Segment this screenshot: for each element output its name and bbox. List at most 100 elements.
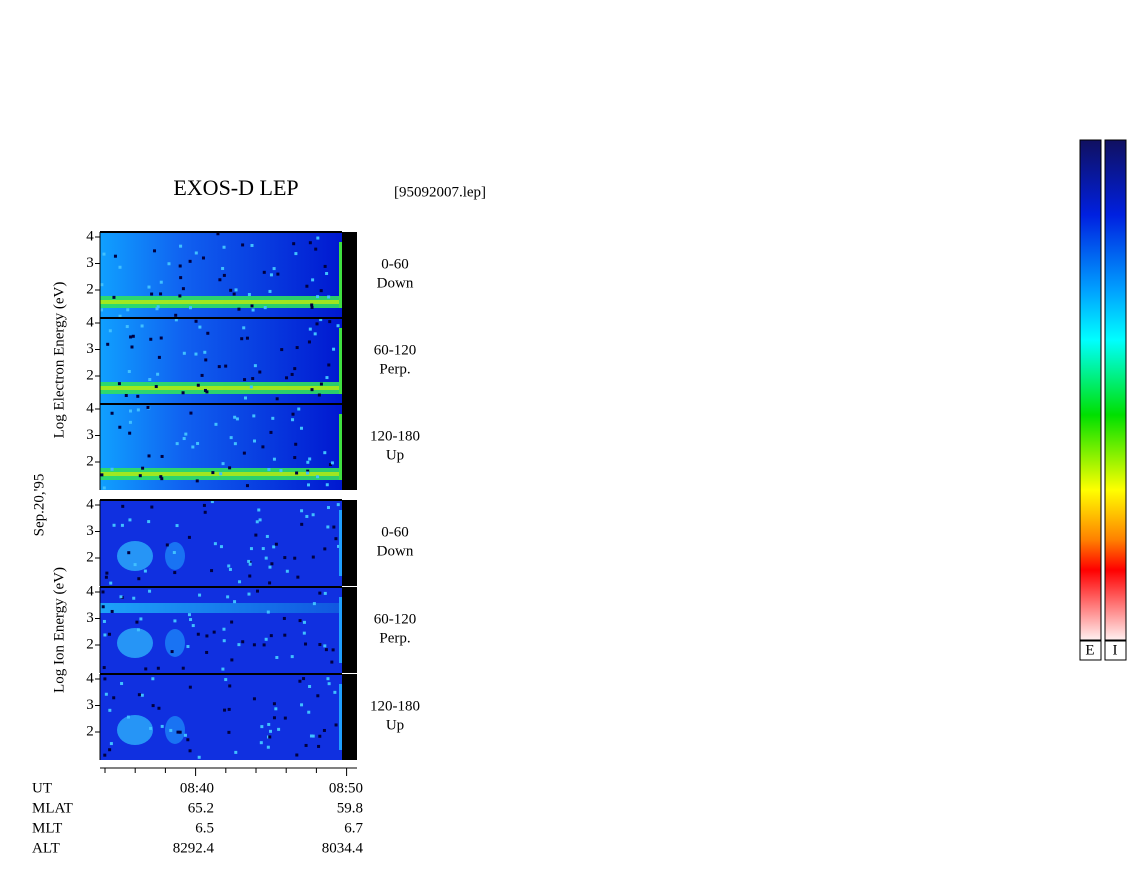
noise-dot bbox=[296, 575, 300, 579]
noise-dot bbox=[319, 289, 323, 293]
noise-dot bbox=[160, 477, 164, 481]
noise-dot bbox=[137, 577, 141, 581]
noise-dot bbox=[267, 468, 271, 472]
noise-dot bbox=[195, 479, 199, 483]
noise-dot bbox=[294, 442, 298, 446]
noise-dot bbox=[218, 278, 222, 282]
pitch-direction: Perp. bbox=[379, 361, 410, 377]
noise-dot bbox=[317, 744, 321, 748]
noise-dot bbox=[202, 503, 206, 507]
noise-dot bbox=[201, 256, 205, 260]
noise-dot bbox=[211, 471, 215, 475]
pitch-range: 0-60 bbox=[381, 256, 409, 272]
noise-dot bbox=[221, 667, 225, 671]
noise-dot bbox=[325, 483, 329, 487]
noise-dot bbox=[322, 728, 326, 732]
noise-dot bbox=[150, 292, 154, 296]
noise-dot bbox=[234, 750, 238, 754]
y-tick-label: 2 bbox=[86, 723, 94, 739]
noise-dot bbox=[310, 303, 314, 307]
fill-strip bbox=[342, 232, 357, 318]
noise-dot bbox=[249, 547, 253, 551]
y-tick-label: 3 bbox=[86, 427, 94, 443]
noise-dot bbox=[332, 525, 336, 529]
noise-dot bbox=[178, 294, 182, 298]
noise-dot bbox=[266, 745, 270, 749]
noise-dot bbox=[139, 617, 143, 621]
noise-dot bbox=[247, 592, 251, 596]
noise-dot bbox=[326, 677, 330, 681]
noise-dot bbox=[191, 445, 195, 449]
noise-dot bbox=[300, 703, 304, 707]
noise-dot bbox=[228, 684, 232, 688]
noise-dot bbox=[311, 513, 315, 517]
fill-strip bbox=[342, 404, 357, 490]
noise-dot bbox=[308, 241, 312, 245]
noise-dot bbox=[128, 518, 132, 522]
noise-dot bbox=[256, 589, 260, 593]
y-tick-label: 3 bbox=[86, 697, 94, 713]
noise-dot bbox=[264, 556, 268, 560]
noise-dot bbox=[126, 715, 130, 719]
noise-dot bbox=[327, 295, 331, 299]
noise-dot bbox=[316, 295, 320, 299]
color-bar-box bbox=[1079, 640, 1102, 661]
noise-dot bbox=[302, 631, 306, 635]
noise-dot bbox=[112, 523, 116, 527]
noise-dot bbox=[283, 633, 287, 637]
noise-dot bbox=[298, 679, 302, 683]
noise-dot bbox=[228, 466, 232, 470]
footer-label: MLAT bbox=[32, 800, 73, 816]
noise-dot bbox=[230, 658, 234, 662]
footer-value: 08:50 bbox=[329, 780, 363, 796]
edge-strip bbox=[339, 414, 342, 480]
noise-dot bbox=[245, 336, 249, 340]
noise-dot bbox=[233, 600, 237, 604]
noise-dot bbox=[292, 242, 296, 246]
noise-dot bbox=[290, 655, 294, 659]
pitch-direction: Up bbox=[386, 717, 404, 733]
noise-dot bbox=[157, 355, 161, 359]
noise-dot bbox=[103, 753, 107, 757]
noise-dot bbox=[293, 367, 297, 371]
edge-strip bbox=[339, 597, 342, 663]
noise-dot bbox=[310, 388, 314, 392]
noise-dot bbox=[205, 650, 209, 654]
noise-dot bbox=[325, 272, 329, 276]
noise-dot bbox=[316, 694, 320, 698]
noise-dot bbox=[257, 508, 261, 512]
noise-dot bbox=[100, 473, 104, 477]
spectrogram-band bbox=[100, 603, 342, 613]
y-tick-label: 2 bbox=[86, 281, 94, 297]
noise-dot bbox=[154, 385, 158, 389]
noise-dot bbox=[227, 564, 231, 568]
noise-dot bbox=[149, 726, 153, 730]
noise-dot bbox=[310, 305, 314, 309]
noise-dot bbox=[323, 451, 327, 455]
noise-dot bbox=[200, 373, 204, 377]
noise-dot bbox=[290, 372, 294, 376]
noise-dot bbox=[184, 432, 188, 436]
noise-dot bbox=[315, 322, 319, 326]
noise-dot bbox=[175, 442, 179, 446]
noise-dot bbox=[318, 734, 322, 738]
y-tick-label: 4 bbox=[86, 400, 94, 416]
noise-dot bbox=[156, 305, 160, 309]
noise-dot bbox=[307, 710, 311, 714]
noise-dot bbox=[224, 678, 228, 682]
noise-dot bbox=[141, 466, 145, 470]
noise-dot bbox=[263, 306, 267, 310]
edge-strip bbox=[339, 684, 342, 750]
noise-dot bbox=[318, 591, 322, 595]
noise-dot bbox=[144, 667, 148, 671]
pitch-direction: Down bbox=[377, 275, 414, 291]
noise-dot bbox=[188, 306, 192, 310]
noise-dot bbox=[182, 437, 186, 441]
noise-dot bbox=[222, 245, 226, 249]
noise-dot bbox=[307, 340, 311, 344]
noise-dot bbox=[103, 677, 107, 681]
noise-dot bbox=[128, 420, 132, 424]
y-tick-label: 2 bbox=[86, 367, 94, 383]
footer-value: 59.8 bbox=[337, 800, 363, 816]
noise-dot bbox=[293, 556, 297, 560]
